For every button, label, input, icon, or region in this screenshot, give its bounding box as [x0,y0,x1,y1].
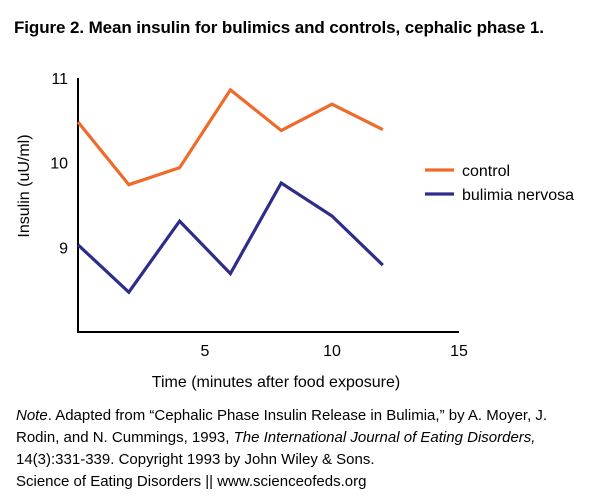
y-tick-label: 10 [50,156,68,173]
series-layer [76,87,384,295]
figure-title: Figure 2. Mean insulin for bulimics and … [14,18,544,37]
plot-area [77,78,459,333]
y-tick-labels: 9 10 11 [50,71,68,257]
x-tick-labels: 5 10 15 [201,343,468,360]
note-text-2: 14(3):331-339. Copyright 1993 by John Wi… [16,451,375,468]
legend-label-control: control [462,163,510,180]
series-line-bulimia-nervosa [76,180,384,295]
legend: control bulimia nervosa [425,163,574,204]
figure-note: Note. Adapted from “Cephalic Phase Insul… [16,405,591,471]
x-tick-label: 5 [201,343,210,360]
y-tick-label: 9 [59,240,68,257]
note-journal: The International Journal of Eating Diso… [233,429,536,446]
y-axis-label: Insulin (uU/ml) [16,134,33,237]
site-credit: Science of Eating Disorders || www.scien… [16,473,367,490]
legend-label-bulimia-nervosa: bulimia nervosa [462,187,574,204]
y-tick-label: 11 [51,71,68,88]
series-line-control [76,87,384,187]
x-axis-label: Time (minutes after food exposure) [152,374,400,391]
x-tick-label: 15 [450,343,468,360]
note-label: Note [16,407,48,424]
x-tick-label: 10 [323,343,341,360]
note-text-1: . Adapted from “Cephalic Phase Insulin R… [16,407,548,446]
line-chart: 5 10 15 9 10 11 Time (minutes after food exp… [16,71,574,391]
